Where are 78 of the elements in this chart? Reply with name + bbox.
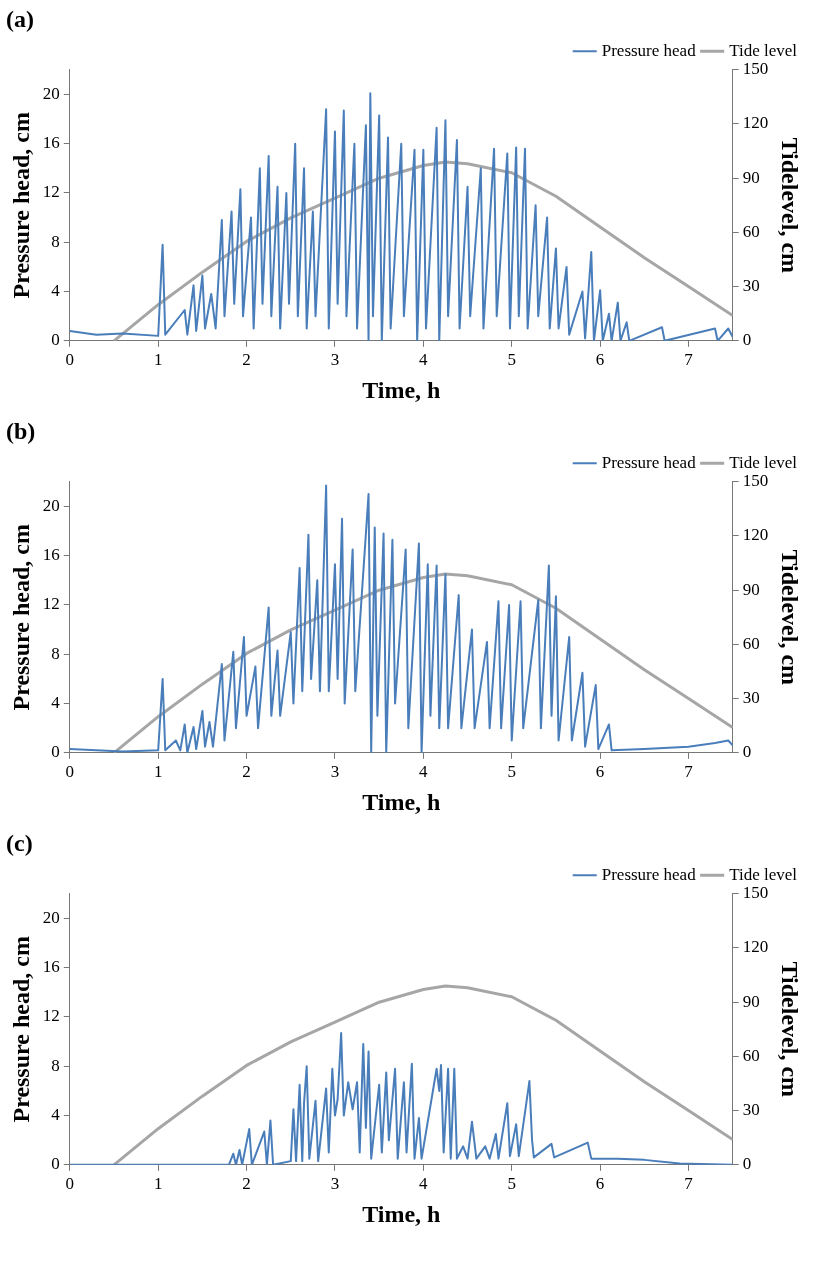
chart-title: (c) bbox=[6, 829, 33, 856]
x-tick-label: 7 bbox=[684, 762, 694, 782]
y-tick-label: 8 bbox=[51, 231, 60, 251]
y-tick-label: 20 bbox=[42, 83, 60, 103]
x-tick-label: 5 bbox=[507, 1174, 516, 1194]
legend-label: Tide level bbox=[729, 452, 798, 472]
legend-label: Tide level bbox=[729, 864, 798, 884]
y2-tick-label: 150 bbox=[742, 471, 769, 491]
chart-title: (b) bbox=[6, 417, 36, 444]
y-tick-label: 20 bbox=[42, 495, 60, 515]
y2-tick-label: 0 bbox=[742, 330, 752, 350]
y2-tick-label: 90 bbox=[742, 991, 760, 1011]
x-tick-label: 0 bbox=[65, 1174, 75, 1194]
y-tick-label: 0 bbox=[51, 742, 60, 762]
y2-axis-title: Tidelevel, cm bbox=[777, 137, 804, 274]
x-tick-label: 0 bbox=[65, 350, 75, 370]
x-tick-label: 1 bbox=[153, 1174, 163, 1194]
y-tick-label: 4 bbox=[51, 281, 61, 300]
y-tick-label: 12 bbox=[42, 594, 60, 614]
x-tick-label: 7 bbox=[684, 1174, 694, 1194]
y2-tick-label: 0 bbox=[742, 1154, 752, 1174]
y2-tick-label: 90 bbox=[742, 167, 760, 187]
legend-label: Pressure head bbox=[601, 452, 697, 472]
x-tick-label: 4 bbox=[419, 762, 429, 782]
x-axis-title: Time, h bbox=[362, 788, 441, 815]
y2-tick-label: 90 bbox=[742, 579, 760, 599]
y2-tick-label: 30 bbox=[742, 1100, 760, 1120]
x-tick-label: 0 bbox=[65, 762, 75, 782]
x-tick-label: 1 bbox=[153, 762, 163, 782]
y2-tick-label: 120 bbox=[742, 525, 769, 545]
y2-axis-title: Tidelevel, cm bbox=[777, 549, 804, 686]
y2-tick-label: 150 bbox=[742, 59, 769, 79]
legend-label: Tide level bbox=[729, 40, 798, 60]
y2-tick-label: 30 bbox=[742, 276, 760, 296]
y-tick-label: 20 bbox=[42, 907, 60, 927]
x-tick-label: 3 bbox=[330, 1174, 340, 1194]
chart-title: (a) bbox=[6, 5, 34, 32]
y2-tick-label: 120 bbox=[742, 113, 769, 133]
y2-tick-label: 60 bbox=[742, 221, 760, 241]
y-tick-label: 4 bbox=[51, 693, 61, 712]
x-tick-label: 2 bbox=[242, 1174, 251, 1194]
x-tick-label: 7 bbox=[684, 350, 694, 370]
y-tick-label: 16 bbox=[42, 133, 60, 153]
x-tick-label: 6 bbox=[595, 1174, 605, 1194]
x-tick-label: 3 bbox=[330, 350, 340, 370]
x-tick-label: 4 bbox=[419, 350, 429, 370]
y-tick-label: 4 bbox=[51, 1105, 61, 1124]
x-tick-label: 1 bbox=[153, 350, 163, 370]
x-tick-label: 6 bbox=[595, 762, 605, 782]
y2-tick-label: 60 bbox=[742, 633, 760, 653]
y-tick-label: 12 bbox=[42, 182, 60, 202]
y-tick-label: 0 bbox=[51, 1154, 60, 1174]
y-tick-label: 8 bbox=[51, 643, 60, 663]
y2-tick-label: 150 bbox=[742, 883, 769, 903]
y-axis-title: Pressure head, cm bbox=[7, 524, 34, 711]
x-tick-label: 4 bbox=[419, 1174, 429, 1194]
x-tick-label: 2 bbox=[242, 350, 251, 370]
y-tick-label: 8 bbox=[51, 1055, 60, 1075]
x-axis-title: Time, h bbox=[362, 1200, 441, 1227]
y-tick-label: 12 bbox=[42, 1006, 60, 1026]
x-tick-label: 3 bbox=[330, 762, 340, 782]
y-tick-label: 16 bbox=[42, 957, 60, 977]
y2-tick-label: 120 bbox=[742, 937, 769, 957]
y-axis-title: Pressure head, cm bbox=[7, 936, 34, 1123]
x-tick-label: 6 bbox=[595, 350, 605, 370]
x-tick-label: 5 bbox=[507, 762, 516, 782]
y2-axis-title: Tidelevel, cm bbox=[777, 961, 804, 1098]
x-tick-label: 5 bbox=[507, 350, 516, 370]
y-tick-label: 0 bbox=[51, 330, 60, 350]
legend-label: Pressure head bbox=[601, 864, 697, 884]
x-tick-label: 2 bbox=[242, 762, 251, 782]
y-tick-label: 16 bbox=[42, 545, 60, 565]
y2-tick-label: 30 bbox=[742, 688, 760, 708]
y-axis-title: Pressure head, cm bbox=[7, 112, 34, 299]
y2-tick-label: 0 bbox=[742, 742, 752, 762]
x-axis-title: Time, h bbox=[362, 376, 441, 403]
legend-label: Pressure head bbox=[601, 40, 697, 60]
y2-tick-label: 60 bbox=[742, 1045, 760, 1065]
